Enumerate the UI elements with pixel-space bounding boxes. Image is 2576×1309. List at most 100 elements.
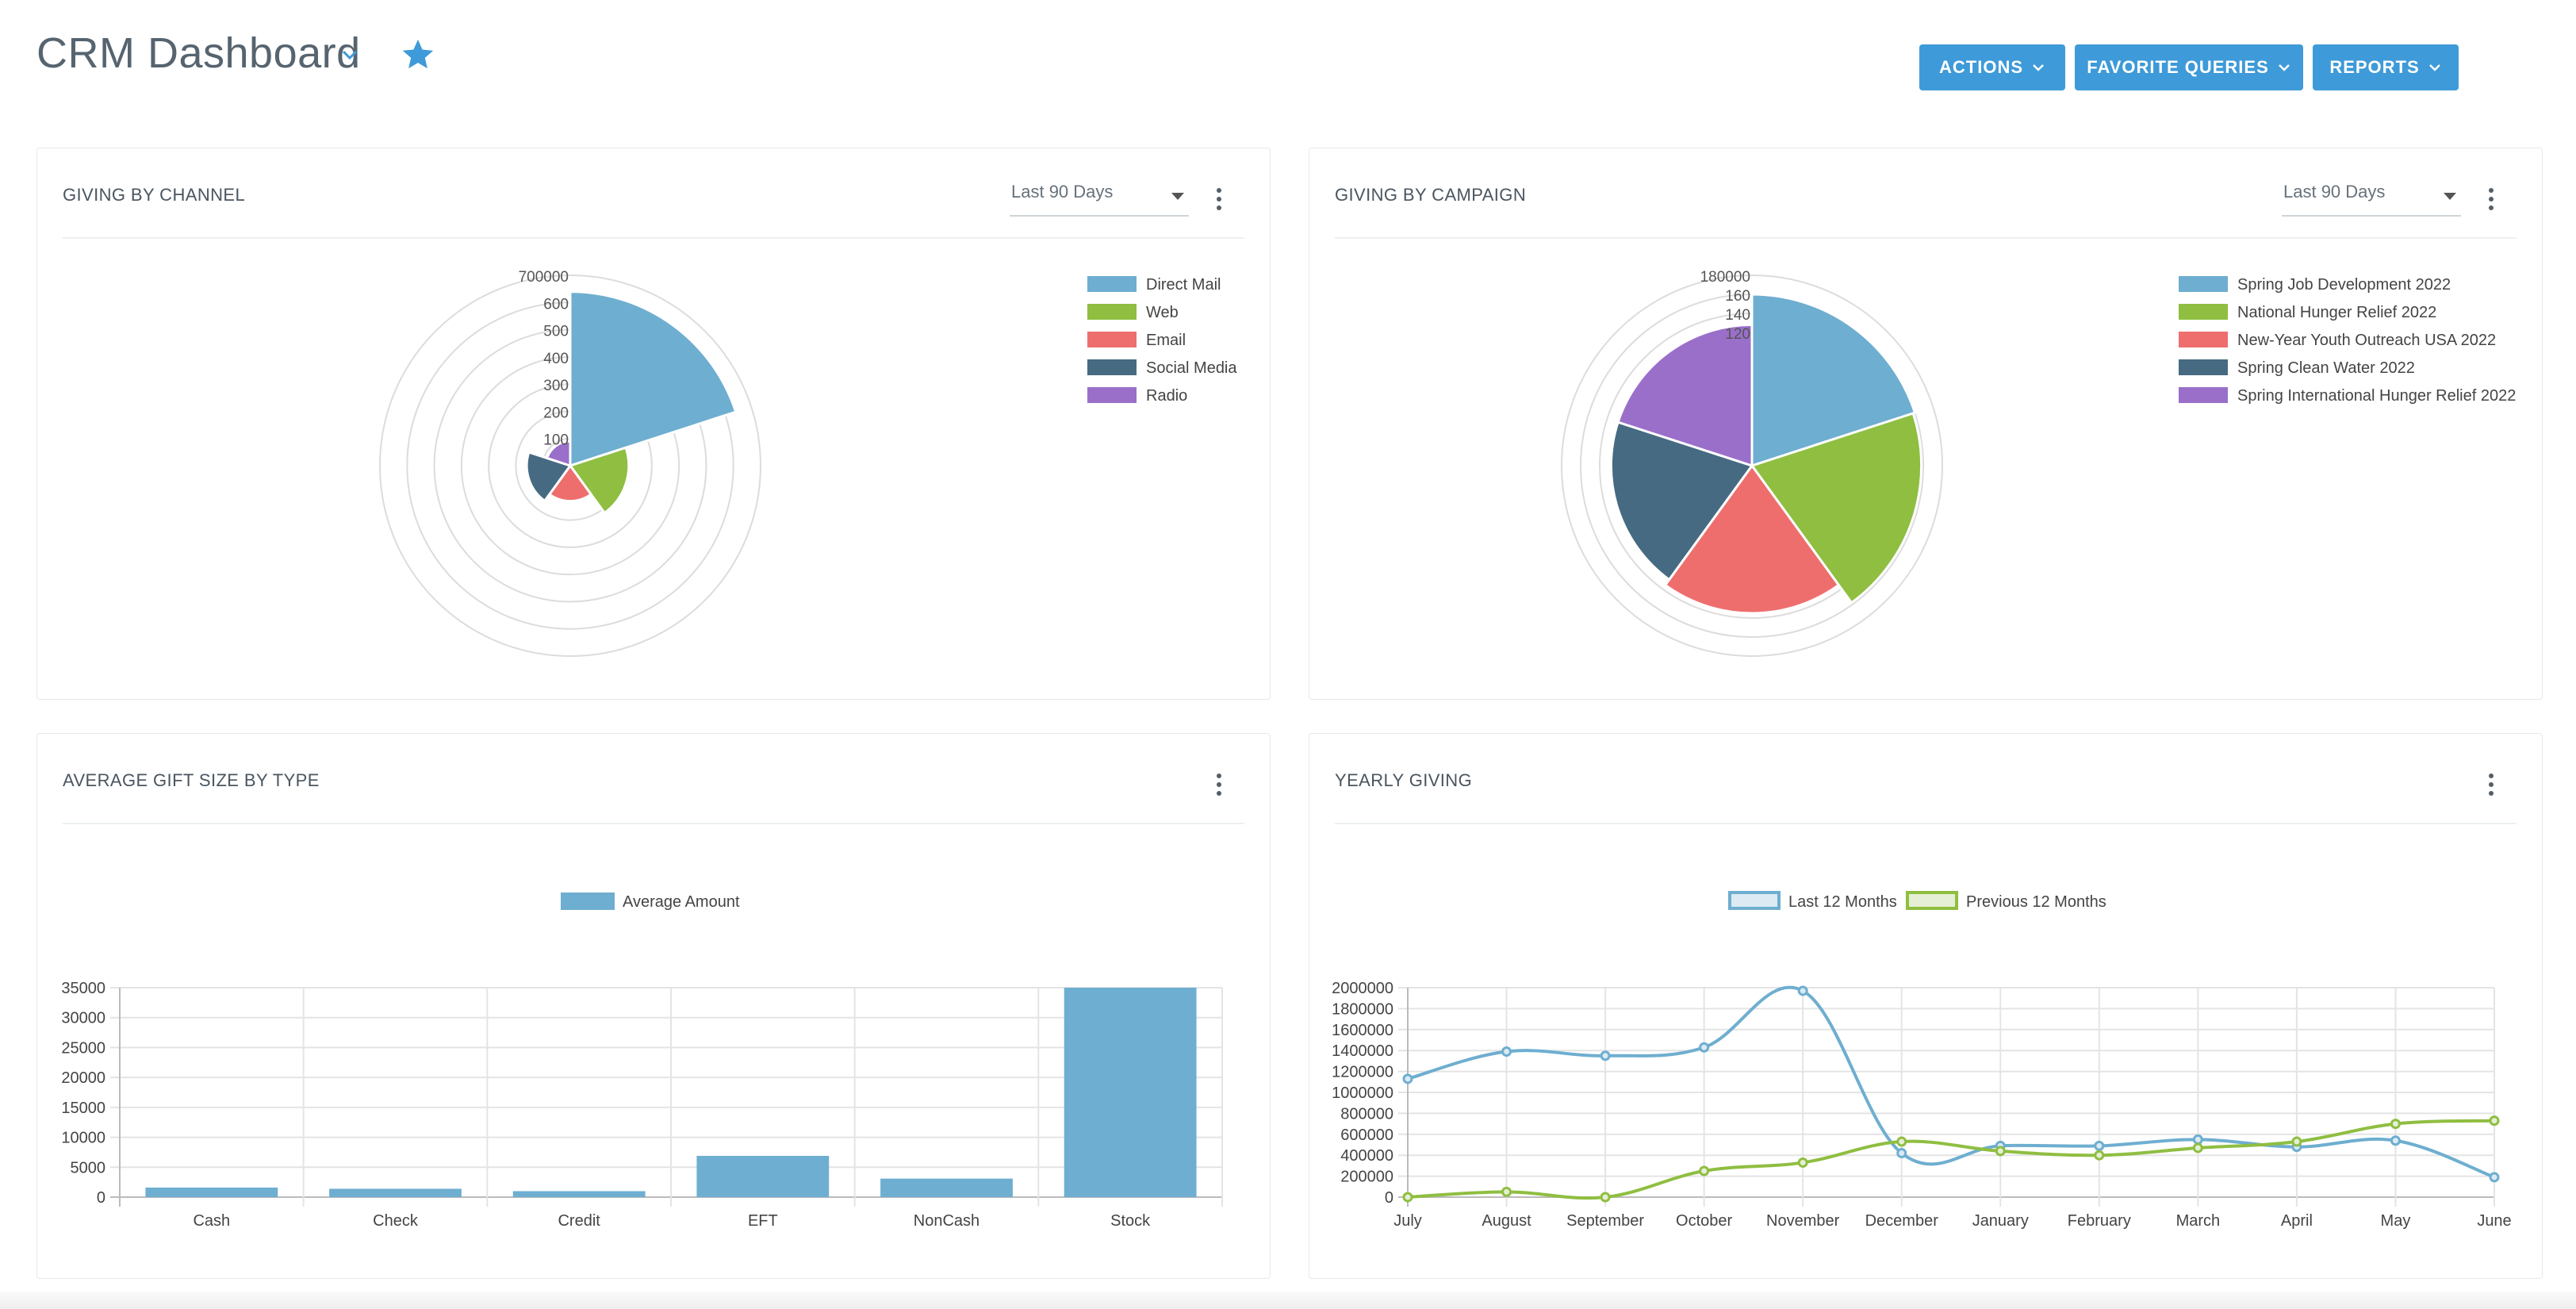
- data-point: [1501, 1186, 1512, 1197]
- y-tick-label: 200000: [1340, 1169, 1393, 1186]
- legend-swatch: [1087, 387, 1137, 403]
- x-tick-label: July: [1393, 1212, 1422, 1230]
- favorite-queries-button-label: FAVORITE QUERIES: [2087, 57, 2269, 77]
- r-tick-label: 200: [543, 405, 569, 421]
- legend-swatch: [2179, 332, 2228, 347]
- legend-swatch: [1906, 891, 1958, 910]
- bar: [329, 1188, 462, 1197]
- card-title: GIVING BY CAMPAIGN: [1335, 185, 1527, 205]
- divider: [63, 237, 1244, 239]
- x-tick-label: Stock: [1110, 1212, 1151, 1230]
- date-range-select[interactable]: Last 90 Days: [1010, 175, 1189, 217]
- series-line: [1407, 1119, 2495, 1200]
- divider: [1335, 237, 2517, 239]
- bar: [145, 1187, 278, 1197]
- bar: [512, 1191, 646, 1197]
- bar: [1064, 988, 1197, 1197]
- reports-button[interactable]: REPORTS: [2313, 44, 2459, 90]
- legend-label: Radio: [1146, 387, 1187, 405]
- data-point: [1699, 1042, 1710, 1053]
- actions-button[interactable]: ACTIONS: [1919, 44, 2065, 90]
- data-point: [1402, 1073, 1413, 1084]
- polar-slice: [545, 440, 572, 468]
- bar: [880, 1178, 1013, 1197]
- x-tick-label: NonCash: [914, 1212, 979, 1230]
- reports-button-label: REPORTS: [2329, 57, 2420, 77]
- r-tick-label: 400: [543, 351, 569, 367]
- divider: [1335, 823, 2517, 824]
- r-tick-label: 160: [1725, 288, 1750, 305]
- x-tick-label: February: [2068, 1212, 2131, 1230]
- y-tick-label: 2000000: [1332, 980, 1393, 997]
- r-tick-label: 300: [543, 378, 569, 394]
- data-point: [1797, 1157, 1808, 1168]
- legend-label: New-Year Youth Outreach USA 2022: [2237, 332, 2496, 349]
- chevron-down-icon: [2033, 64, 2044, 71]
- data-point: [2192, 1134, 2203, 1145]
- favorite-queries-button[interactable]: FAVORITE QUERIES: [2075, 44, 2303, 90]
- legend-swatch: [1087, 304, 1137, 320]
- y-tick-label: 1400000: [1332, 1042, 1393, 1060]
- series-line: [1407, 985, 2495, 1179]
- caret-down-icon: [1171, 193, 1184, 200]
- card-title: AVERAGE GIFT SIZE BY TYPE: [63, 770, 320, 790]
- divider: [63, 823, 1244, 824]
- bar: [696, 1155, 830, 1197]
- legend-label: Last 12 Months: [1788, 893, 1897, 911]
- card-title: YEARLY GIVING: [1335, 770, 1473, 790]
- y-tick-label: 10000: [61, 1130, 105, 1147]
- y-tick-label: 1800000: [1332, 1000, 1393, 1018]
- chevron-down-icon[interactable]: [339, 44, 360, 65]
- r-tick-label: 600: [543, 296, 569, 313]
- legend-swatch: [561, 892, 615, 910]
- x-tick-label: April: [2281, 1212, 2313, 1230]
- x-tick-label: December: [1865, 1212, 1939, 1230]
- page-bottom-edge: [0, 1292, 2576, 1309]
- r-tick-label: 700000: [519, 269, 569, 286]
- legend-label: Direct Mail: [1146, 276, 1221, 294]
- star-icon[interactable]: [400, 36, 436, 73]
- x-tick-label: May: [2381, 1212, 2411, 1230]
- more-options-icon[interactable]: [1211, 183, 1227, 215]
- data-point: [1896, 1148, 1907, 1159]
- grid-ring: [379, 274, 761, 657]
- data-point: [1699, 1165, 1710, 1177]
- r-tick-label: 180000: [1700, 269, 1750, 286]
- y-tick-label: 30000: [61, 1010, 105, 1027]
- more-options-icon[interactable]: [1211, 769, 1227, 800]
- y-tick-label: 800000: [1340, 1105, 1393, 1123]
- legend-swatch: [2179, 276, 2228, 292]
- r-tick-label: 120: [1725, 326, 1750, 343]
- polar-slice: [1750, 412, 1923, 605]
- date-range-value: Last 90 Days: [2283, 182, 2386, 202]
- legend-label: National Hunger Relief 2022: [2237, 304, 2436, 321]
- y-tick-label: 0: [97, 1189, 105, 1207]
- y-tick-label: 400000: [1340, 1147, 1393, 1165]
- giving-by-campaign-chart: 120 140 160 180000 Spring Job Development 20…: [1561, 269, 2516, 657]
- more-options-icon[interactable]: [2483, 769, 2499, 800]
- data-point: [2390, 1119, 2401, 1130]
- x-tick-label: Check: [373, 1212, 419, 1230]
- data-point: [1995, 1146, 2006, 1157]
- polar-slice: [525, 451, 573, 503]
- x-tick-label: November: [1766, 1212, 1840, 1230]
- data-point: [2489, 1115, 2500, 1127]
- y-tick-label: 1600000: [1332, 1022, 1393, 1039]
- legend-swatch: [2179, 304, 2228, 320]
- legend-label: Average Amount: [623, 893, 740, 911]
- polar-slice: [1609, 420, 1754, 582]
- y-tick-label: 25000: [61, 1039, 105, 1057]
- data-point: [1797, 985, 1808, 996]
- date-range-select[interactable]: Last 90 Days: [2282, 175, 2461, 217]
- x-tick-label: Cash: [193, 1212, 230, 1230]
- y-tick-label: 15000: [61, 1100, 105, 1117]
- legend-label: Spring Job Development 2022: [2237, 276, 2451, 294]
- page-title: CRM Dashboard: [36, 29, 361, 77]
- x-tick-label: September: [1566, 1212, 1644, 1230]
- y-tick-label: 1000000: [1332, 1084, 1393, 1102]
- average-gift-size-card: AVERAGE GIFT SIZE BY TYPE Average Amount…: [36, 733, 1271, 1279]
- more-options-icon[interactable]: [2483, 183, 2499, 215]
- chevron-down-icon: [2278, 64, 2290, 71]
- data-point: [1402, 1192, 1413, 1203]
- card-title: GIVING BY CHANNEL: [63, 185, 246, 205]
